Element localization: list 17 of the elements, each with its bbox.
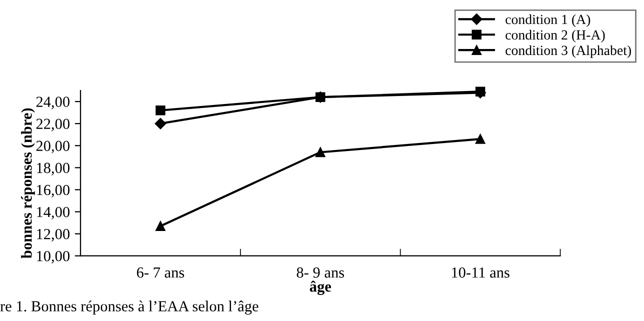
y-tick-label: 14,00 bbox=[37, 206, 70, 220]
y-tick-label: 22,00 bbox=[36, 118, 70, 132]
legend-label: condition 3 (Alphabet) bbox=[506, 45, 631, 58]
x-axis-title: âge bbox=[310, 280, 332, 295]
y-axis-title: bonnes réponses (nbre) bbox=[21, 108, 35, 258]
x-tick-label: 8- 9 ans bbox=[296, 267, 344, 278]
y-tick-label: 20,00 bbox=[36, 140, 70, 154]
y-tick-label: 12,00 bbox=[37, 228, 70, 242]
y-tick-label: 16,00 bbox=[37, 184, 70, 198]
y-tick-label: 24,00 bbox=[36, 96, 70, 110]
legend-label: condition 1 (A) bbox=[506, 14, 590, 27]
y-tick-label: 18,00 bbox=[37, 162, 70, 176]
x-tick-label: 10-11 ans bbox=[452, 267, 510, 278]
legend-label: condition 2 (H-A) bbox=[506, 30, 605, 42]
y-tick-label: 10,00 bbox=[37, 250, 70, 264]
x-tick-label: 6- 7 ans bbox=[136, 267, 184, 278]
text: re 1. Bonnes réponses à l’EAA selon l’âge bbox=[0, 300, 258, 315]
